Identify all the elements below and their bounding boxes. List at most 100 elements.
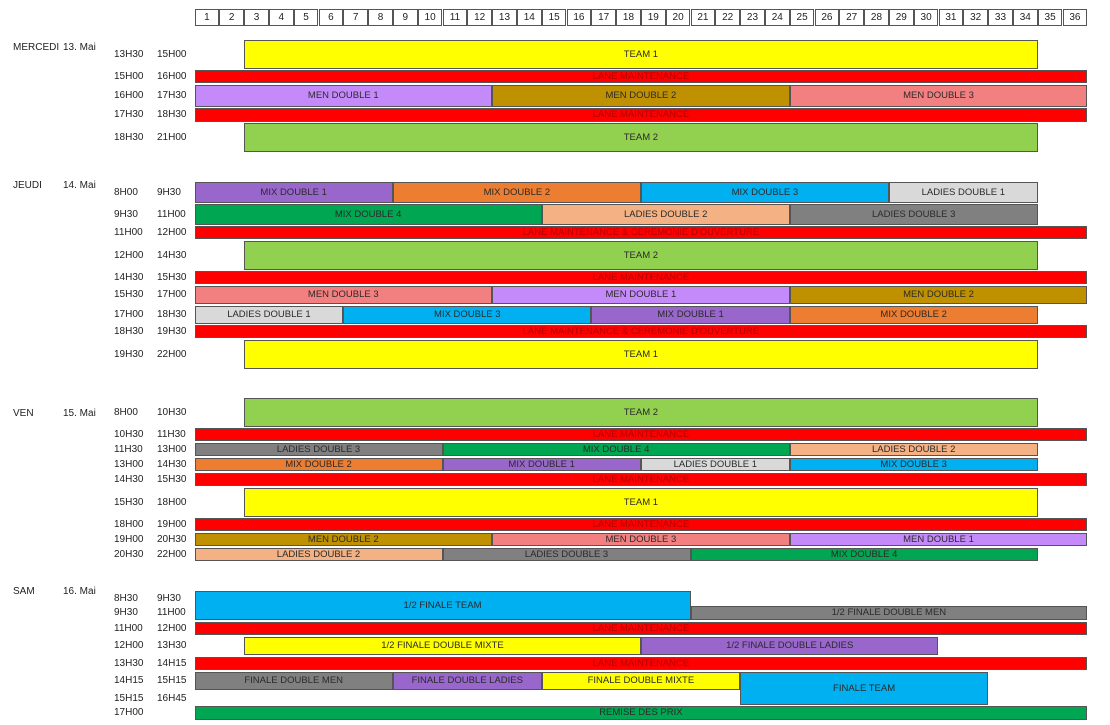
- schedule-block: MIX DOUBLE 4: [442, 443, 790, 456]
- day-label: SAM: [13, 586, 35, 597]
- end-time: 16H00: [157, 70, 187, 82]
- schedule-block: LANE MAINTENANCE & CEREMONIE D'OUVERTURE: [194, 226, 1088, 239]
- schedule-block: MEN DOUBLE 2: [789, 286, 1088, 304]
- start-time: 11H00: [114, 622, 143, 634]
- column-header: 23: [740, 9, 765, 26]
- schedule-block: LANE MAINTENANCE & CEREMONIE D'OUVERTURE: [194, 325, 1088, 338]
- start-time: 20H30: [114, 548, 144, 560]
- column-header: 35: [1037, 9, 1063, 26]
- end-time: 21H00: [157, 131, 187, 143]
- end-time: 11H30: [157, 428, 186, 440]
- end-time: 14H30: [157, 249, 187, 261]
- end-time: 9H30: [157, 186, 181, 198]
- start-time: 14H30: [114, 271, 144, 283]
- column-header: 7: [343, 9, 369, 26]
- schedule-block: MEN DOUBLE 3: [492, 533, 790, 546]
- schedule-block: TEAM 2: [244, 123, 1038, 152]
- schedule-block: LANE MAINTENANCE: [194, 108, 1088, 122]
- column-header: 9: [392, 9, 418, 26]
- start-time: 14H30: [114, 473, 144, 485]
- start-time: 18H00: [114, 518, 144, 530]
- start-time: 11H30: [114, 443, 143, 455]
- schedule-block: MEN DOUBLE 1: [194, 85, 493, 107]
- schedule-block: MEN DOUBLE 3: [194, 286, 493, 304]
- end-time: 13H00: [157, 443, 187, 455]
- column-header: 28: [864, 9, 889, 26]
- start-time: 14H15: [114, 675, 144, 686]
- schedule-block: TEAM 1: [244, 488, 1038, 517]
- schedule-block: LANE MAINTENANCE: [194, 518, 1088, 531]
- schedule-block: LANE MAINTENANCE: [194, 622, 1088, 635]
- column-header: 3: [244, 9, 269, 26]
- schedule-block: LADIES DOUBLE 1: [194, 306, 344, 324]
- day-label: VEN: [13, 408, 34, 419]
- schedule-block: LANE MAINTENANCE: [194, 428, 1088, 441]
- start-time: 19H00: [114, 533, 144, 545]
- end-time: 14H15: [157, 657, 187, 669]
- schedule-block: FINALE TEAM: [740, 672, 989, 705]
- schedule-block: MIX DOUBLE 1: [591, 306, 790, 324]
- schedule-block: MEN DOUBLE 1: [789, 533, 1088, 546]
- schedule-block: MIX DOUBLE 2: [392, 182, 641, 203]
- column-header: 36: [1062, 9, 1088, 26]
- end-time: 9H30: [157, 593, 181, 604]
- schedule-block: FINALE DOUBLE LADIES: [392, 672, 542, 690]
- column-header: 24: [764, 9, 790, 26]
- column-header: 31: [938, 9, 964, 26]
- start-time: 15H00: [114, 70, 144, 82]
- schedule-block: 1/2 FINALE DOUBLE MIXTE: [244, 637, 641, 655]
- start-time: 18H30: [114, 131, 144, 143]
- column-header: 14: [516, 9, 542, 26]
- schedule-block: LADIES DOUBLE 2: [789, 443, 1038, 456]
- end-time: 18H30: [157, 109, 187, 120]
- column-header: 25: [789, 9, 815, 26]
- start-time: 19H30: [114, 348, 144, 360]
- column-header: 11: [442, 9, 468, 26]
- column-header: 33: [988, 9, 1013, 26]
- schedule-block: 1/2 FINALE DOUBLE MEN: [690, 606, 1088, 620]
- schedule-block: LANE MAINTENANCE: [194, 657, 1088, 670]
- date-label: 13. Mai: [63, 42, 96, 53]
- schedule-block: MEN DOUBLE 3: [789, 85, 1088, 107]
- schedule-block: LADIES DOUBLE 1: [640, 458, 790, 471]
- column-header: 34: [1012, 9, 1038, 26]
- end-time: 12H00: [157, 226, 187, 238]
- end-time: 19H30: [157, 325, 187, 337]
- end-time: 15H15: [157, 675, 187, 686]
- start-time: 17H00: [114, 309, 144, 320]
- end-time: 16H45: [157, 693, 187, 704]
- schedule-block: LANE MAINTENANCE: [194, 271, 1088, 284]
- end-time: 12H00: [157, 622, 187, 634]
- schedule-block: MIX DOUBLE 1: [442, 458, 641, 471]
- end-time: 15H30: [157, 473, 187, 485]
- schedule-block: FINALE DOUBLE MEN: [194, 672, 393, 690]
- end-time: 15H00: [157, 48, 187, 60]
- day-label: JEUDI: [13, 180, 42, 191]
- start-time: 8H30: [114, 593, 138, 604]
- column-header: 10: [417, 9, 443, 26]
- end-time: 18H00: [157, 496, 187, 508]
- schedule-block: TEAM 2: [244, 398, 1038, 427]
- start-time: 13H30: [114, 657, 144, 669]
- schedule-block: MEN DOUBLE 2: [194, 533, 493, 546]
- schedule-block: MEN DOUBLE 1: [492, 286, 790, 304]
- column-header: 16: [566, 9, 592, 26]
- end-time: 17H30: [157, 90, 187, 101]
- date-label: 16. Mai: [63, 586, 96, 597]
- schedule-block: LANE MAINTENANCE: [194, 473, 1088, 486]
- end-time: 10H30: [157, 406, 187, 418]
- schedule-block: 1/2 FINALE DOUBLE LADIES: [640, 637, 939, 655]
- schedule-block: MIX DOUBLE 3: [343, 306, 592, 324]
- schedule-block: REMISE DES PRIX: [194, 706, 1088, 720]
- column-header: 8: [368, 9, 393, 26]
- schedule-block: TEAM 1: [244, 340, 1038, 369]
- start-time: 8H00: [114, 186, 138, 198]
- schedule-block: MIX DOUBLE 4: [194, 204, 542, 225]
- column-header: 32: [963, 9, 989, 26]
- date-label: 14. Mai: [63, 180, 96, 191]
- schedule-block: LADIES DOUBLE 3: [194, 443, 443, 456]
- column-header: 4: [268, 9, 294, 26]
- column-header: 1: [194, 9, 220, 26]
- end-time: 14H30: [157, 458, 187, 470]
